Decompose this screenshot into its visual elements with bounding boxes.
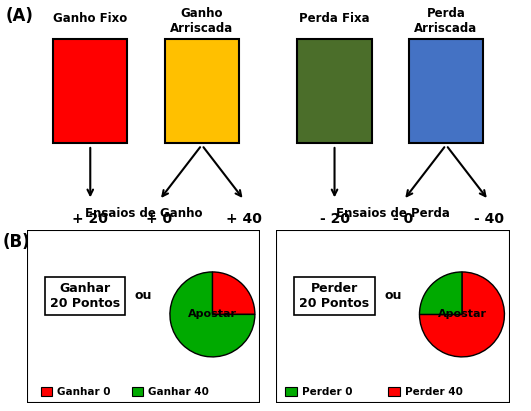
Text: Apostar: Apostar: [438, 309, 486, 319]
Text: ou: ou: [135, 289, 152, 302]
Wedge shape: [419, 272, 462, 314]
Text: Perda Fixa: Perda Fixa: [299, 12, 370, 25]
Text: Ganho
Arriscada: Ganho Arriscada: [170, 7, 234, 35]
Wedge shape: [212, 272, 255, 314]
Bar: [297, 39, 372, 143]
Bar: [286, 387, 297, 396]
Bar: [409, 39, 483, 143]
Bar: [132, 387, 143, 396]
Text: Perder 0: Perder 0: [302, 387, 353, 397]
Text: ou: ou: [384, 289, 401, 302]
Text: Ganho Fixo: Ganho Fixo: [53, 12, 127, 25]
Text: Perder
20 Pontos: Perder 20 Pontos: [299, 282, 370, 310]
Text: + 40: + 40: [226, 212, 262, 226]
Wedge shape: [170, 272, 255, 357]
Text: Ensaios de Perda: Ensaios de Perda: [336, 207, 450, 220]
Text: - 40: - 40: [474, 212, 503, 226]
Bar: [53, 39, 127, 143]
Text: + 20: + 20: [72, 212, 108, 226]
Bar: [388, 387, 400, 396]
Bar: [40, 387, 52, 396]
Text: Apostar: Apostar: [188, 309, 237, 319]
Wedge shape: [419, 272, 504, 357]
Text: - 20: - 20: [320, 212, 349, 226]
Text: Ensaios de Ganho: Ensaios de Ganho: [84, 207, 202, 220]
Text: Perder 40: Perder 40: [405, 387, 463, 397]
Text: (A): (A): [5, 7, 33, 25]
Text: Ganhar 0: Ganhar 0: [57, 387, 110, 397]
Text: + 0: + 0: [146, 212, 173, 226]
Text: (B): (B): [3, 233, 30, 251]
Text: Perda
Arriscada: Perda Arriscada: [414, 7, 478, 35]
Text: Ganhar 40: Ganhar 40: [148, 387, 209, 397]
Bar: [165, 39, 239, 143]
Text: Ganhar
20 Pontos: Ganhar 20 Pontos: [50, 282, 120, 310]
Text: - 0: - 0: [393, 212, 414, 226]
